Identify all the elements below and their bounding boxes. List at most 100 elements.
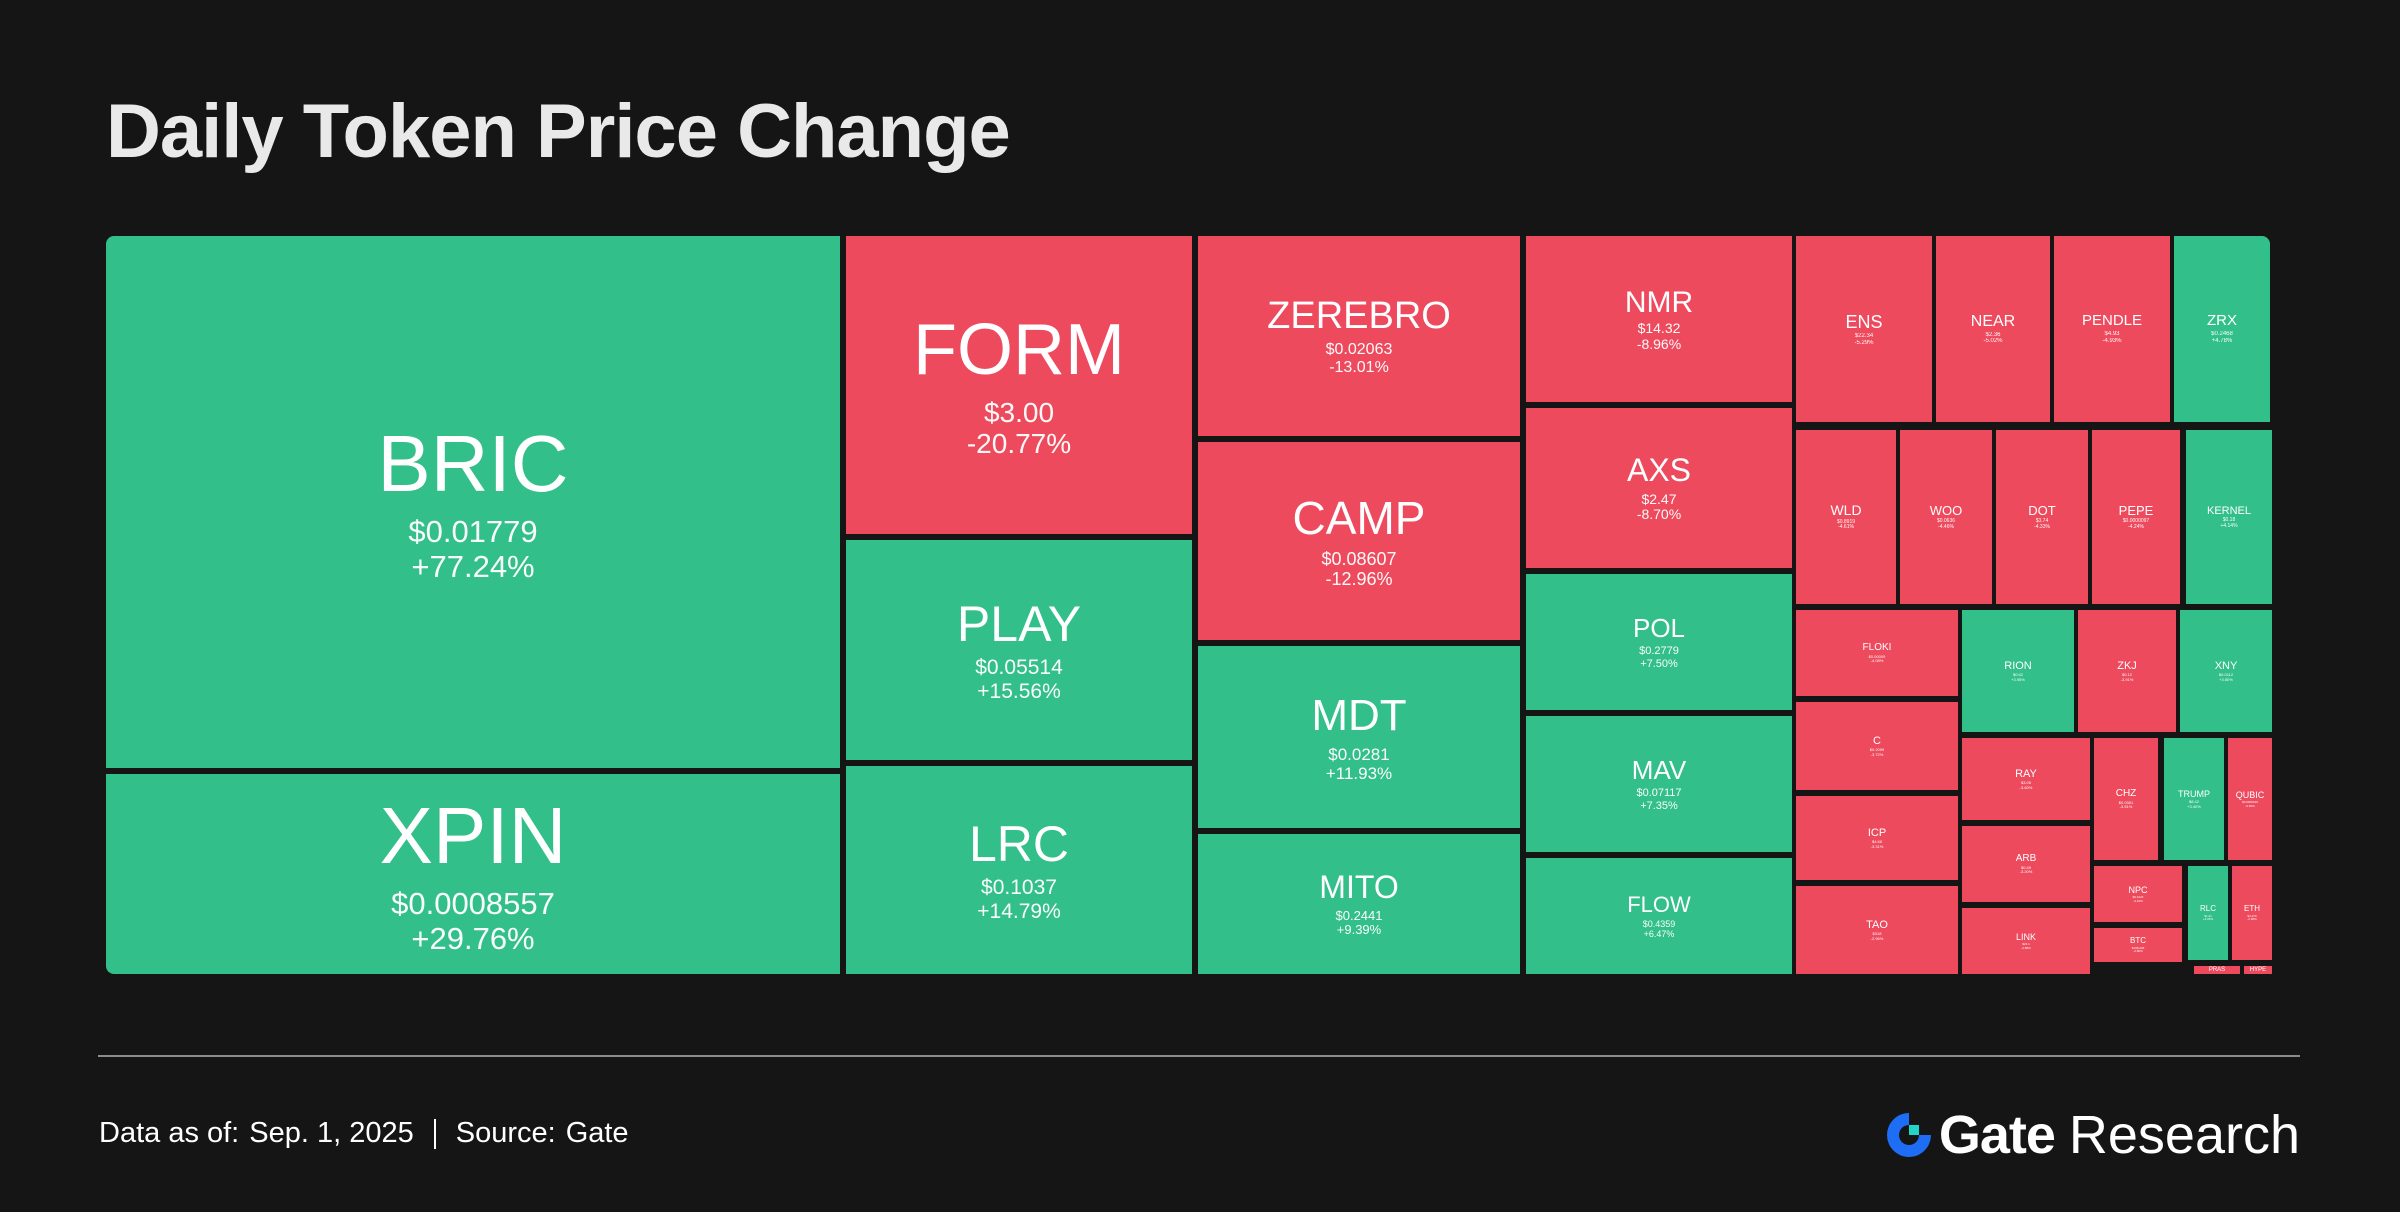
tile-lrc: LRC $0.1037 +14.79%	[846, 766, 1192, 974]
tile-change: -3.10%	[2133, 898, 2143, 903]
tile-xpin: XPIN $0.0008557 +29.76%	[106, 774, 840, 974]
tile-eth: ETH $4,370 -2.98%	[2232, 866, 2272, 960]
tile-price: $8.42	[2188, 799, 2199, 805]
tile-name: AXS	[1626, 451, 1692, 488]
source-value: Gate	[565, 1117, 629, 1149]
tile-change: +15.56%	[977, 680, 1061, 703]
tile-price: $0.62	[2012, 672, 2023, 678]
tile-change: -4.46%	[1938, 523, 1954, 530]
tile-price: $4,370	[2247, 913, 2257, 918]
tile-price: $23.1	[2022, 942, 2030, 947]
tile-change: +77.24%	[411, 548, 535, 584]
tile-name: NMR	[1624, 285, 1694, 319]
tile-name: LINK	[2015, 932, 2036, 943]
tile-name: FLOKI	[1862, 642, 1892, 654]
tile-change: +9.39%	[1336, 922, 1382, 938]
brand-suffix: Research	[2068, 1105, 2300, 1165]
footer-divider	[98, 1055, 2300, 1057]
tile-price: $3.05	[2020, 780, 2031, 786]
tile-mav: MAV $0.07117 +7.35%	[1526, 716, 1792, 852]
tile-name: DOT	[2028, 502, 2056, 518]
tile-name: ZEREBRO	[1267, 295, 1451, 338]
tile-btc: BTC $108,246 -2.80%	[2094, 928, 2182, 962]
tile-name: BTC	[2130, 935, 2146, 945]
tile-name: WOO	[1929, 502, 1963, 518]
tile-change: +3.40%	[2187, 803, 2201, 809]
tile-price: $0.49	[2020, 864, 2031, 870]
tile-price: $0.0112	[2218, 672, 2234, 678]
tile-name: CHZ	[2115, 788, 2137, 800]
tile-axs: AXS $2.47 -8.70%	[1526, 408, 1792, 568]
tile-price: $0.01779	[408, 514, 538, 550]
tile-name: XPIN	[379, 791, 567, 881]
tile-dot: DOT $3.74 -4.33%	[1996, 430, 2088, 604]
tile-xny: XNY $0.0112 +3.80%	[2180, 610, 2272, 732]
tile-name: PENDLE	[2081, 312, 2143, 330]
tile-price: $0.08607	[1321, 548, 1397, 569]
tile-price: $0.18	[2222, 517, 2236, 524]
data-as-of-label: Data as of:	[99, 1117, 240, 1149]
tile-link: LINK $23.1 -2.88%	[1962, 908, 2090, 974]
tile-change: -3.35%	[2245, 803, 2255, 808]
chart-title: Daily Token Price Change	[106, 89, 1011, 174]
tile-price: $0.0124	[2132, 895, 2144, 900]
tile-price: $22.34	[1854, 332, 1874, 339]
tile-price: $0.0381	[2118, 799, 2134, 805]
tile-change: -2.98%	[2247, 916, 2257, 921]
tile-change: -20.77%	[966, 428, 1072, 460]
tile-price: $0.2468	[2211, 331, 2233, 338]
tile-name: NPC	[2128, 885, 2148, 896]
tile-price: $0.0000019	[2242, 800, 2258, 805]
tile-change: -3.91%	[2120, 676, 2134, 682]
tile-price: $0.4359	[1642, 919, 1676, 930]
tile-price: $318	[1872, 931, 1882, 937]
brand-logo: Gate Research	[1883, 1104, 2300, 1166]
tile-price: $0.2779	[1639, 645, 1679, 658]
tile-change: +4.78%	[2211, 337, 2233, 344]
tile-change: -2.96%	[1870, 935, 1884, 941]
tile-name: WLD	[1830, 502, 1862, 519]
tile-icp: ICP $4.68 -3.31%	[1796, 796, 1958, 880]
tile-change: +6.47%	[1643, 929, 1675, 940]
source-label: Source:	[455, 1117, 556, 1149]
tile-c: C $0.2059 -3.72%	[1796, 702, 1958, 790]
tile-change: -4.24%	[2128, 523, 2144, 530]
tile-near: NEAR $2.36 -5.02%	[1936, 236, 2050, 422]
tile-name: RION	[2004, 659, 2032, 672]
tile-price: $4.68	[1871, 839, 1882, 845]
tile-name: QUBIC	[2235, 790, 2265, 801]
tile-floki: FLOKI $0.00009 -4.08%	[1796, 610, 1958, 696]
tile-change: +3.80%	[2219, 676, 2233, 682]
tile-name: PLAY	[956, 596, 1082, 653]
tile-mdt: MDT $0.0281 +11.93%	[1198, 646, 1520, 828]
tile-bric: BRIC $0.01779 +77.24%	[106, 236, 840, 768]
tile-hype: HYPE	[2244, 966, 2272, 974]
tile-price: $1.21	[2204, 913, 2212, 918]
tile-name: FORM	[913, 310, 1125, 391]
tile-name: KERNEL	[2206, 504, 2252, 517]
tile-price: $0.12	[2121, 672, 2132, 678]
tile-name: RAY	[2015, 767, 2037, 780]
tile-ray: RAY $3.05 -3.60%	[1962, 738, 2090, 820]
tile-price: $3.00	[983, 396, 1055, 428]
tile-pras: PRAS	[2194, 966, 2240, 974]
tile-change: -8.96%	[1636, 335, 1682, 352]
tile-name: FLOW	[1627, 891, 1691, 917]
tile-price: $3.74	[2035, 518, 2049, 525]
tile-play: PLAY $0.05514 +15.56%	[846, 540, 1192, 760]
tile-chz: CHZ $0.0381 -3.51%	[2094, 738, 2158, 860]
tile-change: -4.33%	[2034, 523, 2050, 530]
tile-change: +7.35%	[1640, 799, 1678, 812]
tile-change: +14.79%	[977, 900, 1061, 923]
gate-logo-icon	[1886, 1113, 1931, 1157]
tile-name: PRAS	[2208, 966, 2226, 973]
tile-change: -12.96%	[1325, 568, 1393, 589]
tile-change: +3.95%	[2011, 676, 2025, 682]
tile-form: FORM $3.00 -20.77%	[846, 236, 1192, 534]
tile-name: MAV	[1631, 755, 1687, 786]
tile-tao: TAO $318 -2.96%	[1796, 886, 1958, 974]
tile-wld: WLD $0.8919 -4.61%	[1796, 430, 1896, 604]
tile-change: +11.93%	[1325, 763, 1393, 783]
tile-name: ZKJ	[2117, 659, 2137, 672]
tile-name: XNY	[2214, 659, 2238, 672]
